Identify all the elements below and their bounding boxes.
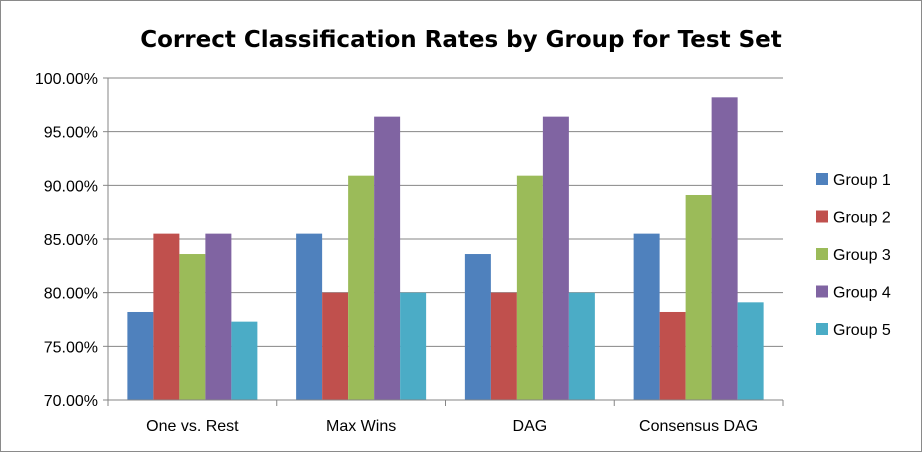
y-tick-label: 70.00%: [44, 393, 98, 410]
legend-swatch: [816, 173, 828, 185]
legend-label: Group 4: [833, 285, 891, 302]
bar-group-3: [179, 254, 206, 400]
legend-label: Group 2: [833, 210, 891, 227]
bar-group-2: [659, 311, 686, 400]
y-tick-label: 90.00%: [44, 178, 98, 195]
bar-group-3: [685, 194, 712, 400]
bars: [127, 97, 764, 400]
legend-label: Group 1: [833, 172, 891, 189]
bar-group-2: [153, 233, 180, 400]
bar-group-1: [127, 311, 154, 400]
legend-label: Group 5: [833, 322, 891, 339]
legend: Group 1 Group 2 Group 3 Group 4 Group 5: [816, 172, 891, 339]
bar-group-5: [737, 302, 764, 400]
legend-label: Group 3: [833, 247, 891, 264]
bar-group-5: [400, 292, 427, 400]
bar-group-1: [633, 233, 660, 400]
y-tick-label: 75.00%: [44, 339, 98, 356]
x-tick-label: DAG: [513, 418, 548, 435]
legend-swatch: [816, 285, 828, 298]
bar-group-4: [205, 233, 232, 400]
bar-group-1: [296, 233, 323, 400]
legend-swatch: [816, 210, 828, 223]
x-tick-label: Consensus DAG: [639, 418, 758, 435]
legend-swatch: [816, 248, 828, 260]
y-tick-label: 100.00%: [35, 71, 98, 88]
bar-group-5: [231, 321, 258, 400]
bar-group-4: [374, 116, 401, 400]
bar-group-4: [542, 116, 569, 400]
bar-group-5: [568, 292, 595, 400]
bar-group-1: [464, 254, 491, 400]
legend-swatch: [816, 323, 828, 335]
y-tick-label: 85.00%: [44, 232, 98, 249]
x-tick-label: One vs. Rest: [146, 418, 239, 435]
y-tick-label: 95.00%: [44, 125, 98, 142]
y-tick-label: 80.00%: [44, 286, 98, 303]
bar-group-2: [322, 292, 349, 400]
x-tick-label: Max Wins: [326, 418, 396, 435]
bar-group-3: [516, 175, 543, 400]
chart-title: Correct Classification Rates by Group fo…: [140, 27, 782, 53]
axes: 70.00% 75.00% 80.00% 85.00% 90.00% 95.00% 100.…: [35, 71, 784, 435]
bar-group-2: [490, 292, 517, 400]
bar-group-4: [711, 97, 738, 400]
bar-group-3: [348, 175, 375, 400]
